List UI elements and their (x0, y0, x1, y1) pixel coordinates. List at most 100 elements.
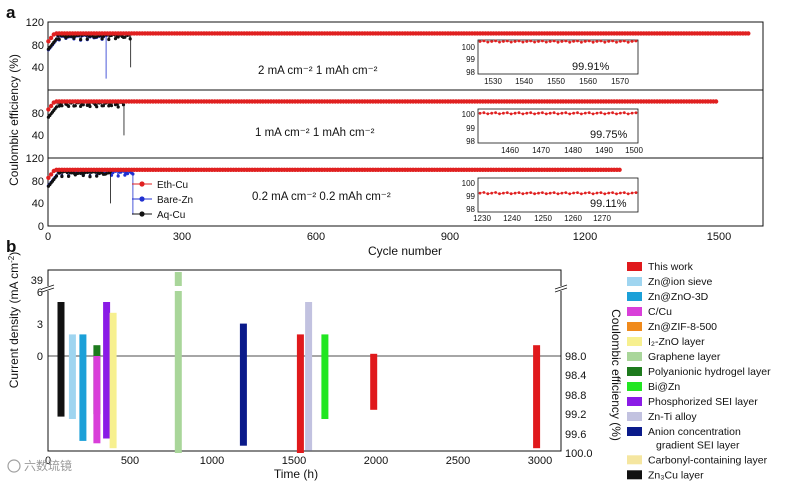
inset-point (583, 191, 587, 195)
inset-point (591, 112, 595, 116)
legend-swatch (627, 337, 642, 346)
inset-point (529, 39, 533, 43)
inset-point (619, 40, 622, 43)
inset-top-ytick-99: 99 (466, 55, 475, 64)
inset-top-ytick-100: 100 (462, 43, 476, 52)
inset-point (513, 111, 517, 115)
inset-middle-ytick-100: 100 (462, 110, 476, 119)
inset-point (541, 39, 544, 43)
subplot-1-series (46, 99, 719, 136)
inset-point (498, 192, 501, 196)
inset-point (490, 40, 494, 43)
inset-point (478, 40, 482, 43)
inset-top-xtick-1: 1540 (515, 77, 533, 86)
inset-point (541, 191, 544, 195)
inset-bottom-ytick-100: 100 (462, 179, 476, 188)
inset-point (560, 40, 564, 43)
legend-bare-zn-marker (139, 196, 145, 202)
inset-point (552, 39, 556, 43)
condition-middle: 1 mA cm⁻² 1 mAh cm⁻² (255, 127, 375, 139)
data-point (100, 37, 104, 41)
ytick-bot-40: 40 (32, 198, 44, 210)
inset-point (591, 40, 595, 44)
ytick-top-80: 80 (32, 40, 44, 52)
data-point (116, 35, 120, 39)
legend-item-9: Phosphorized SEI layer (627, 396, 758, 408)
data-point (60, 104, 64, 108)
xtick-b-2000: 2000 (364, 455, 388, 467)
legend-label: Anion concentration (648, 426, 741, 438)
inset-point (576, 39, 579, 43)
inset-middle-ytick-98: 98 (466, 137, 475, 146)
watermark-icon (7, 459, 21, 473)
panel-b-ylabel-sup: -2 (7, 255, 16, 263)
inset-point (537, 40, 540, 43)
inset-point (634, 191, 638, 195)
data-point (88, 104, 92, 109)
ytick-bot-0: 0 (38, 221, 44, 233)
data-point (109, 104, 114, 108)
inset-point (525, 40, 529, 43)
panel-a-xlabel: Cycle number (368, 244, 442, 258)
inset-middle-xtick-1: 1470 (532, 146, 550, 155)
inset-middle-ytick-99: 99 (466, 124, 475, 133)
inset-bottom-xtick-4: 1270 (593, 214, 611, 223)
legend-aq-cu-marker (139, 211, 145, 217)
legend-label: Bi@Zn (648, 381, 680, 393)
subplot-a-bottom-frame (47, 157, 764, 227)
data-point (85, 37, 89, 41)
data-point (123, 35, 127, 39)
inset-point (517, 191, 521, 195)
inset-point (580, 192, 583, 196)
inset-bottom: 100 99 98 1230 1240 1250 1260 1270 99.11… (462, 177, 639, 223)
inset-point (587, 111, 591, 115)
inset-point (482, 39, 486, 43)
inset-point (587, 39, 591, 43)
inset-point (525, 111, 529, 115)
inset-point (517, 111, 521, 115)
panel-a-ylabel: Coulombic efficiency (%) (7, 54, 21, 186)
data-point (95, 174, 99, 178)
panel-b-legend: This work Zn@ion sieve Zn@ZnO-3D C/Cu Zn@ZIF… (627, 261, 771, 481)
legend-label-cont: gradient SEI layer (656, 439, 740, 451)
inset-point (486, 112, 490, 116)
data-point (46, 107, 51, 112)
data-point (617, 167, 622, 172)
inset-point (548, 191, 552, 195)
data-point (97, 171, 101, 176)
data-point (104, 172, 108, 176)
ytick-mid-40: 40 (32, 130, 44, 142)
inset-bottom-data (478, 191, 638, 196)
inset-point (509, 112, 513, 116)
bar-i--zno-layer (109, 312, 117, 449)
data-point (81, 103, 85, 107)
series-eth-cu (46, 167, 622, 180)
data-point (116, 105, 120, 109)
inset-bottom-ytick-99: 99 (466, 192, 475, 201)
inset-point (498, 112, 501, 116)
inset-point (541, 111, 544, 115)
legend-bare-zn-label: Bare-Zn (157, 195, 193, 206)
panel-b-bars (57, 272, 541, 453)
inset-point (478, 191, 482, 195)
panel-b-ylabel-end: ) (7, 252, 21, 256)
data-point (48, 35, 54, 41)
bar-this-work (370, 353, 378, 410)
legend-item-5: I₂-ZnO layer (627, 336, 705, 348)
data-point (95, 105, 99, 109)
inset-point (622, 111, 626, 115)
inset-point (607, 191, 611, 195)
panel-b-xlabel: Time (h) (274, 467, 318, 481)
legend-item-7: Polyanionic hydrogel layer (627, 366, 771, 378)
inset-point (607, 40, 611, 43)
inset-point (502, 40, 505, 43)
data-point (713, 99, 719, 104)
data-point (46, 39, 51, 44)
condition-top: 2 mA cm⁻² 1 mAh cm⁻² (258, 65, 378, 77)
inset-top-xtick-4: 1570 (611, 77, 629, 86)
inset-point (529, 111, 533, 115)
ytick-r-98.0: 98.0 (565, 351, 586, 363)
legend-aq-cu-label: Aq-Cu (157, 210, 185, 221)
legend-swatch (627, 307, 642, 316)
ytick-top-40: 40 (32, 62, 44, 74)
